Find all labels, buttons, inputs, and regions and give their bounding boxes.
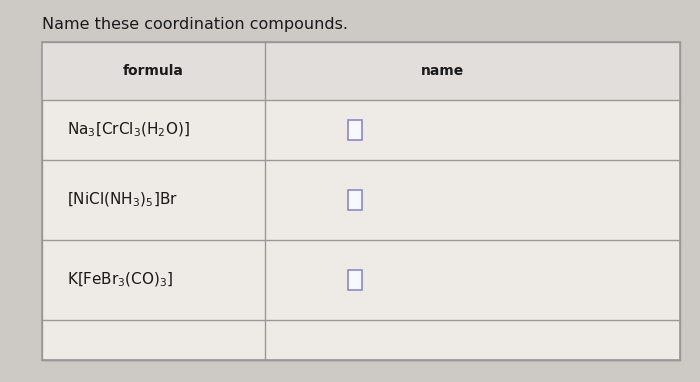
Bar bbox=[42, 42, 680, 360]
Text: formula: formula bbox=[123, 64, 184, 78]
Bar bbox=[348, 270, 362, 290]
Bar bbox=[348, 120, 362, 140]
Text: name: name bbox=[421, 64, 464, 78]
Bar bbox=[42, 42, 680, 100]
Text: Name these coordination compounds.: Name these coordination compounds. bbox=[42, 17, 348, 32]
Bar bbox=[348, 190, 362, 210]
Text: $\mathrm{Na_3[CrCl_3(H_2O)]}$: $\mathrm{Na_3[CrCl_3(H_2O)]}$ bbox=[67, 121, 190, 139]
Text: $\mathrm{[NiCl(NH_3)_5]Br}$: $\mathrm{[NiCl(NH_3)_5]Br}$ bbox=[67, 191, 178, 209]
Text: $\mathrm{K[FeBr_3(CO)_3]}$: $\mathrm{K[FeBr_3(CO)_3]}$ bbox=[67, 271, 174, 289]
